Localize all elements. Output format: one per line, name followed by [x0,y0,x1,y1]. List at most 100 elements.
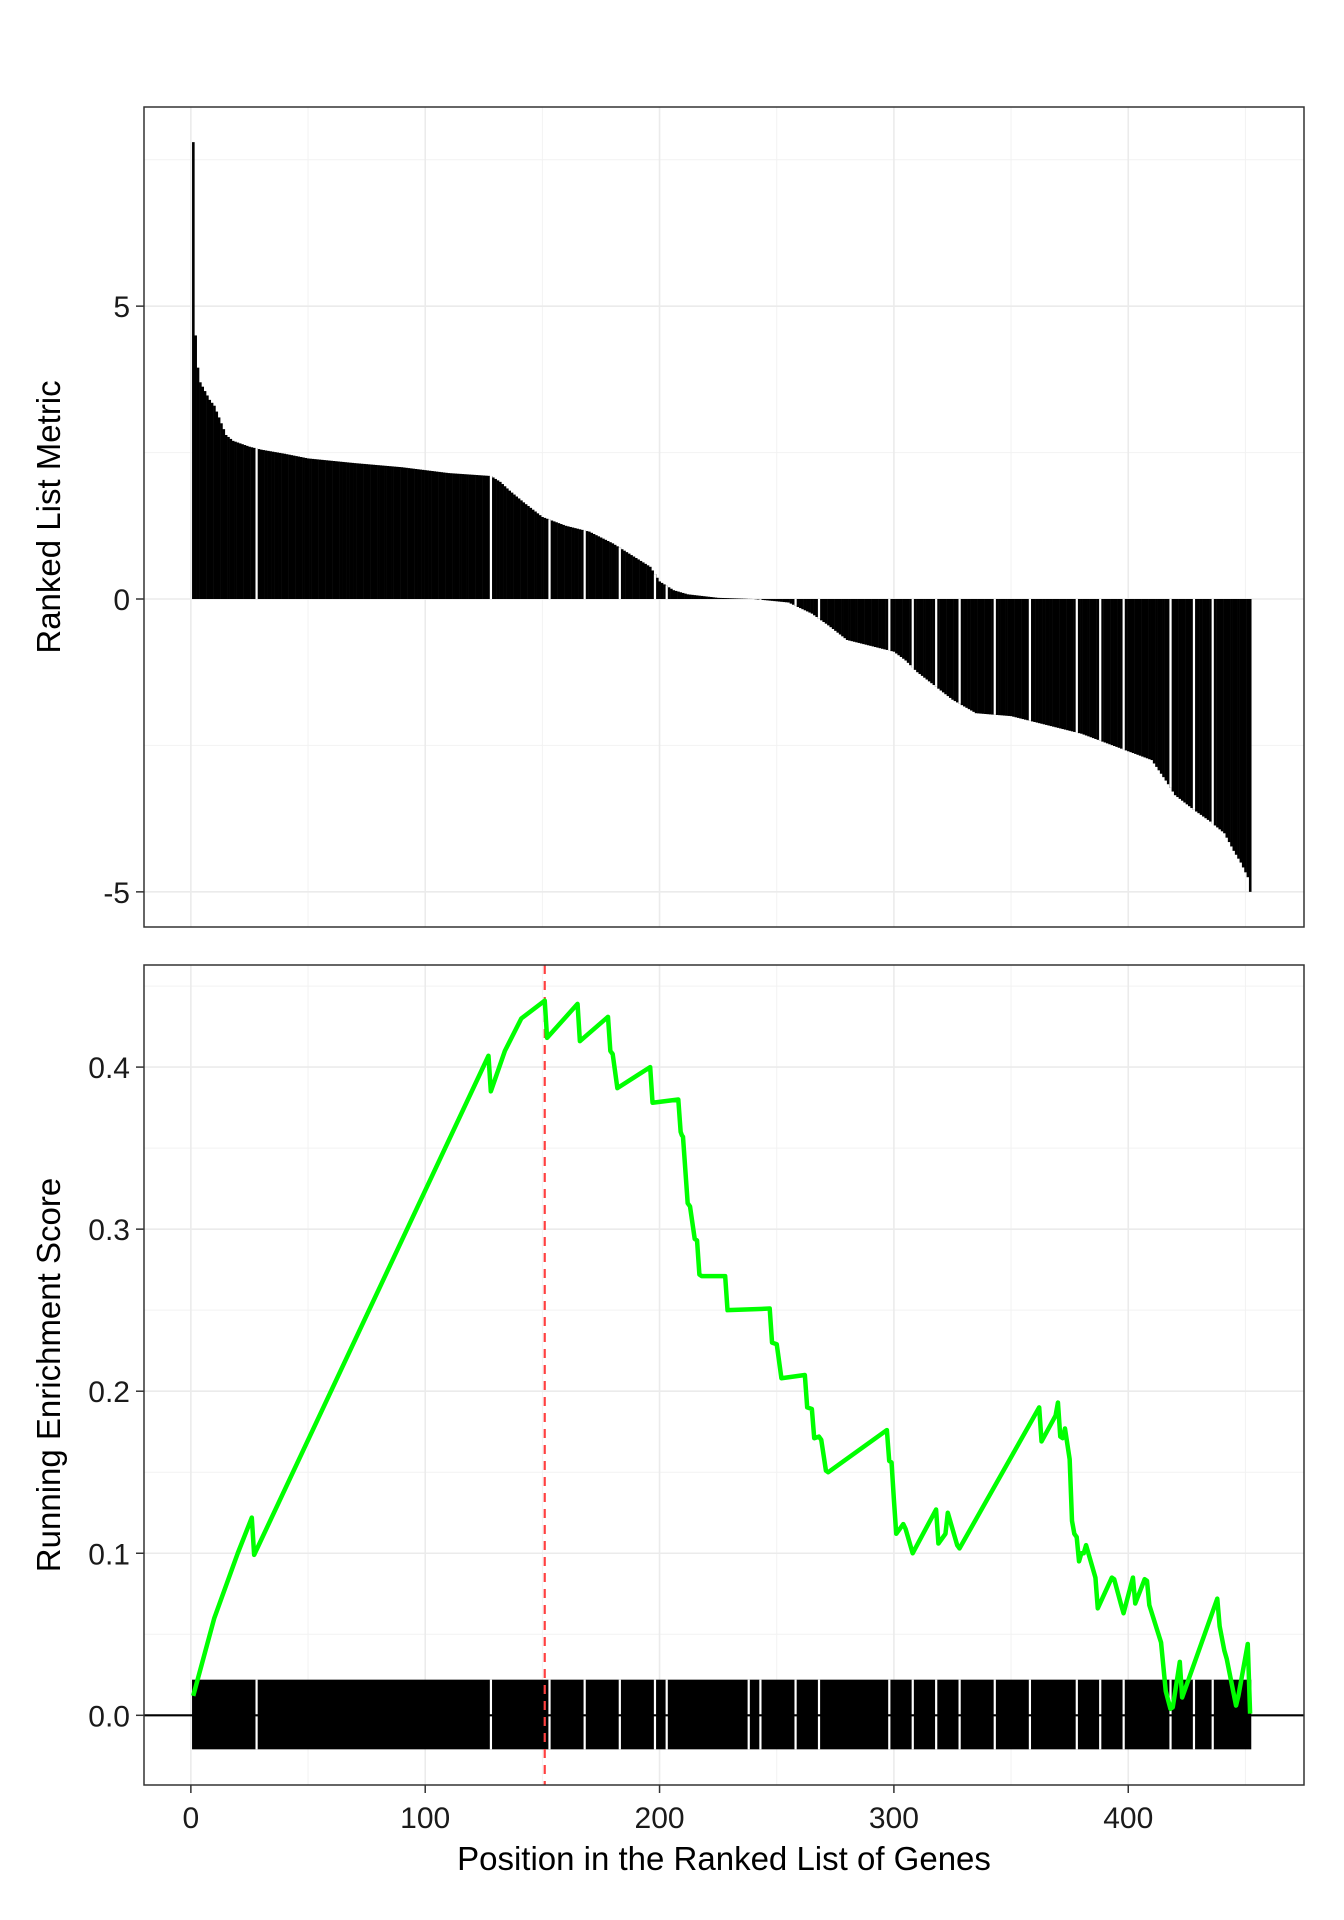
metric-bar-gap [794,599,797,606]
metric-bar [831,599,835,630]
y-tick-label: 0.1 [88,1538,130,1571]
metric-bar [271,451,275,599]
metric-bar [686,594,690,599]
metric-bar [1159,599,1163,774]
metric-bar [1056,599,1060,728]
metric-bar [442,472,446,599]
metric-bar [716,597,720,599]
metric-bar [1105,599,1109,744]
metric-bar [1054,599,1058,728]
running-es-panel: 0.0 0.1 0.2 0.3 0.4 0 100 200 300 400 Running En… [30,964,1305,1877]
y-tick-label: 0.0 [88,1700,130,1733]
metric-bar [285,454,289,599]
metric-bar [845,599,849,640]
metric-bar [454,473,458,599]
metric-bar [1246,599,1250,878]
metric-bar [904,599,908,661]
metric-bar [876,599,879,648]
metric-bar [395,466,399,599]
metric-bar [538,515,542,599]
metric-bar [435,471,439,599]
metric-bar [1077,599,1081,734]
metric-bar [447,473,451,599]
x-tick-label: 300 [869,1802,919,1835]
metric-bar-gap [1169,599,1172,788]
metric-bar [970,599,973,711]
metric-bar [806,599,809,612]
metric-bar [1117,599,1121,748]
metric-bar [925,599,929,680]
metric-bar [630,555,633,599]
metric-bar [283,453,287,599]
metric-bar [597,536,601,599]
metric-bar [409,468,413,599]
metric-bar [365,464,369,599]
metric-bar [581,529,584,599]
metric-bar [541,517,544,599]
metric-bar [616,546,619,599]
metric-bar [1070,599,1074,732]
metric-bar [930,599,933,684]
metric-bar [967,599,971,710]
metric-bar [1143,599,1147,758]
metric-bar [297,456,301,599]
metric-bar [236,442,240,599]
metric-bar [1030,599,1034,722]
metric-bar [381,465,385,599]
metric-bar [494,478,497,599]
metric-bar [1023,599,1027,720]
x-tick-label: 100 [400,1802,450,1835]
metric-bar [309,458,312,599]
metric-bar [419,469,422,599]
metric-bar [201,386,204,599]
metric-bar [766,599,769,601]
metric-bar [1225,599,1229,838]
running-enrichment-score-line [191,998,1253,1714]
metric-bar [946,599,950,697]
metric-bar [834,599,837,631]
metric-bar-gap [993,599,996,715]
metric-bar [637,559,640,599]
metric-bar [937,599,940,689]
metric-bar [440,472,444,599]
metric-bar [327,460,331,599]
metric-bar [1188,599,1191,807]
metric-bar-gap [817,599,821,619]
metric-bar [536,513,540,599]
metric-bar [1220,599,1224,832]
metric-bar [262,450,265,599]
metric-bar [1141,599,1144,757]
metric-bar [473,474,476,599]
metric-bar [731,598,734,599]
metric-bar [691,594,694,599]
metric-bar [1136,599,1140,755]
metric-bar [810,599,814,614]
metric-bar [604,539,608,599]
metric-bar [543,517,547,599]
metric-bar [374,464,378,599]
metric-bar-gap [1028,599,1032,721]
metric-bar [520,500,523,599]
metric-bar [574,528,577,599]
metric-bar [803,599,807,611]
metric-bar [768,599,772,601]
metric-bar [883,599,886,650]
metric-bar [412,468,415,599]
metric-bar [974,599,978,714]
metric-bar [227,436,230,599]
metric-bar [1223,599,1226,834]
metric-bar [763,599,767,601]
metric-bar [552,521,556,599]
metric-bar [248,446,251,599]
metric-bar [726,598,729,599]
x-tick-label: 0 [183,1802,200,1835]
metric-bar [384,465,387,599]
metric-bar [224,435,228,599]
metric-bar [234,441,237,599]
metric-bar [461,474,465,599]
metric-bar [508,490,511,599]
metric-bar [1052,599,1055,727]
metric-bar [620,549,624,599]
metric-bar [304,457,308,599]
metric-bar [562,524,565,599]
